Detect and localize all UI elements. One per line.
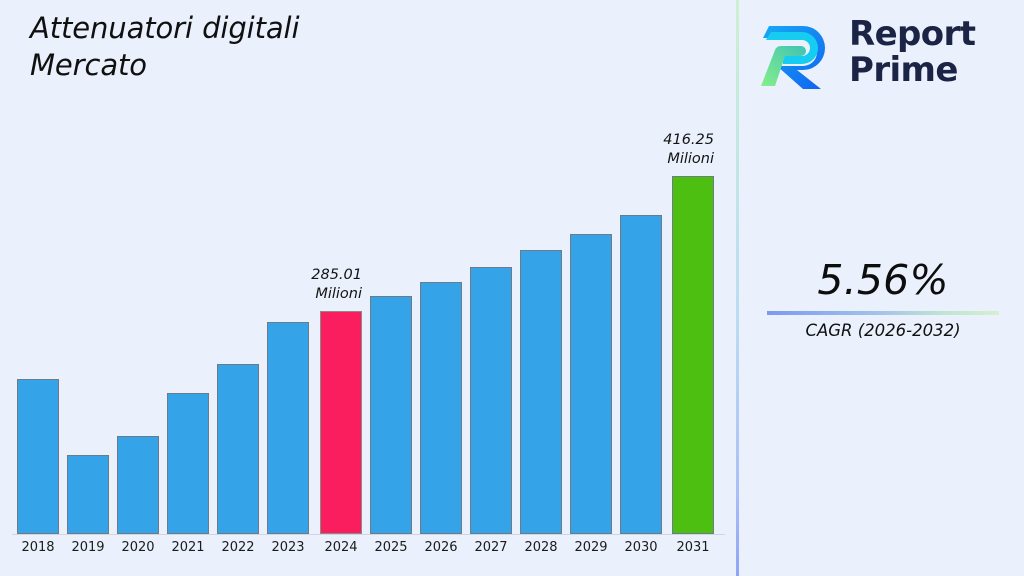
bar-value-label-2031: 416.25 Milioni [663,132,714,167]
bar-2028[interactable] [520,250,562,534]
bar-2023[interactable] [267,322,309,534]
x-axis-baseline [12,534,725,535]
cagr-caption: CAGR (2026-2032) [805,321,961,341]
x-tick-2026: 2026 [424,540,458,555]
cagr-block: 5.56% CAGR (2026-2032) [767,256,999,341]
bar-2026[interactable] [420,282,462,534]
x-tick-2019: 2019 [71,540,105,555]
side-panel: Report Prime 5.56% CAGR (2026-2032) [739,0,1024,576]
x-tick-2024: 2024 [324,540,358,555]
bar-2024[interactable] [320,311,362,534]
x-tick-2020: 2020 [121,540,155,555]
x-tick-2018: 2018 [21,540,55,555]
cagr-value: 5.56% [817,256,949,304]
bar-2021[interactable] [167,393,209,534]
bar-2025[interactable] [370,296,412,534]
bar-2020[interactable] [117,436,159,534]
x-tick-2023: 2023 [271,540,305,555]
x-tick-2025: 2025 [374,540,408,555]
x-tick-2030: 2030 [624,540,658,555]
bar-2022[interactable] [217,364,259,534]
bar-chart-plot-area: 285.01 Milioni 416.25 Milioni [12,132,725,535]
bar-2018[interactable] [17,379,59,534]
bar-2029[interactable] [570,234,612,534]
report-prime-logo-mark-icon [759,14,835,90]
bar-2031[interactable] [672,176,714,534]
brand-logo[interactable]: Report Prime [759,9,1004,95]
bar-2027[interactable] [470,267,512,534]
x-tick-2028: 2028 [524,540,558,555]
x-tick-2022: 2022 [221,540,255,555]
chart-panel: Attenuatori digitali Mercato 285.01 Mili… [12,11,725,555]
x-tick-2027: 2027 [474,540,508,555]
bar-2019[interactable] [67,455,109,534]
brand-wordmark: Report Prime [849,13,976,90]
page-title: Attenuatori digitali Mercato [30,11,300,82]
x-tick-2021: 2021 [171,540,205,555]
cagr-divider-rule [767,311,999,316]
bar-value-label-2024: 285.01 Milioni [311,267,362,302]
x-tick-2031: 2031 [676,540,710,555]
panel-divider [736,0,739,576]
bar-2030[interactable] [620,215,662,534]
x-tick-2029: 2029 [574,540,608,555]
